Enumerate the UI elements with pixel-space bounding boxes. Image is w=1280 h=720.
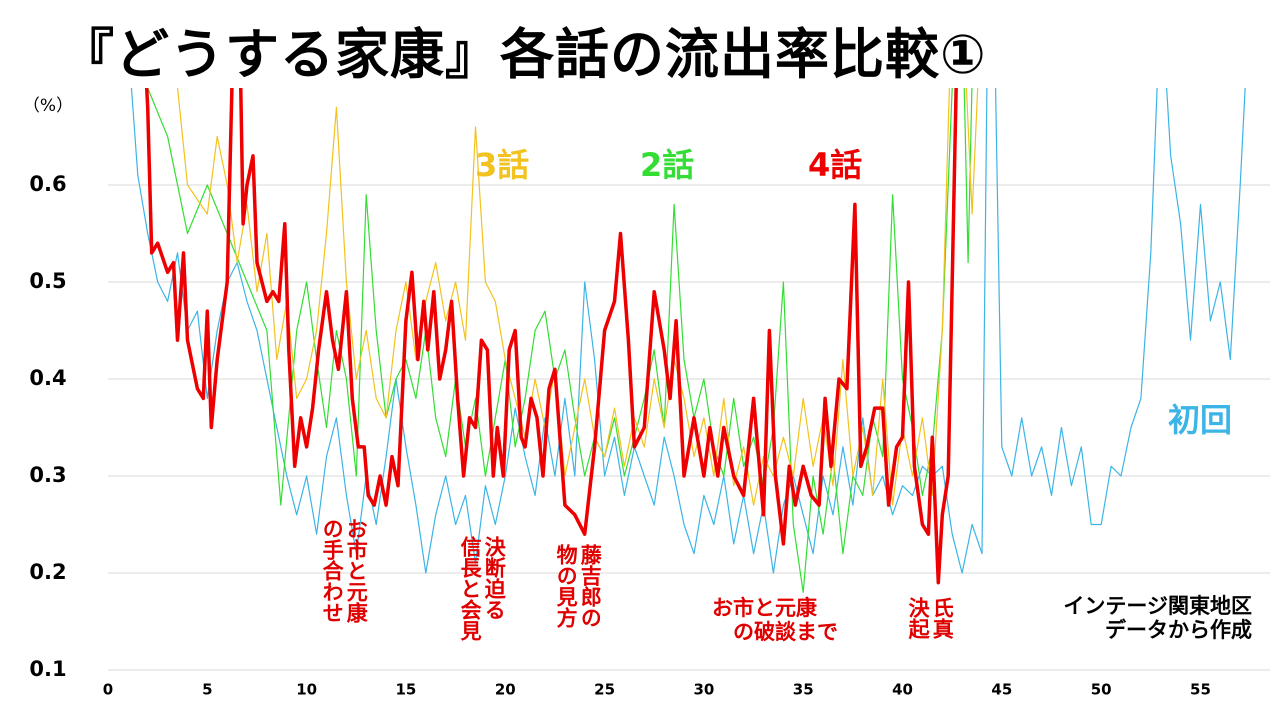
annotation: 藤吉郎の 物の見方: [554, 544, 603, 628]
annotation: 氏真 決起: [906, 597, 955, 639]
y-axis-label: （%）: [23, 96, 73, 116]
x-tick-label: 15: [396, 681, 417, 699]
x-tick-label: 55: [1190, 681, 1211, 699]
x-tick-label: 50: [1091, 681, 1112, 699]
chart-title: 『どうする家康』各話の流出率比較①: [60, 23, 987, 86]
series-line: [130, 88, 1246, 574]
series-line: [147, 88, 973, 594]
series-label: 4話: [808, 146, 863, 184]
x-tick-label: 45: [991, 681, 1012, 699]
annotation: 決断迫る 信長と会見: [458, 536, 507, 641]
annotation: インテージ関東地区 データから作成: [1063, 594, 1252, 643]
x-tick-label: 25: [594, 681, 615, 699]
x-tick-label: 0: [103, 681, 113, 699]
x-tick-label: 10: [296, 681, 317, 699]
y-tick-label: 0.4: [29, 366, 66, 390]
annotation: お市と元康 の手合わせ: [320, 518, 369, 623]
x-tick-label: 35: [793, 681, 814, 699]
series-line: [176, 88, 979, 506]
y-tick-label: 0.5: [29, 269, 66, 293]
x-tick-label: 40: [892, 681, 913, 699]
x-tick-label: 30: [693, 681, 714, 699]
annotation: お市と元康 の破談まで: [712, 596, 838, 645]
series-line: [144, 88, 958, 585]
y-tick-label: 0.1: [29, 657, 66, 681]
x-tick-label: 20: [495, 681, 516, 699]
series-label: 3話: [475, 146, 530, 184]
series-label: 2話: [640, 146, 695, 184]
y-tick-label: 0.6: [29, 172, 66, 196]
y-tick-label: 0.3: [29, 463, 66, 487]
series-label: 初回: [1168, 401, 1233, 439]
x-tick-label: 5: [202, 681, 212, 699]
y-tick-label: 0.2: [29, 560, 66, 584]
